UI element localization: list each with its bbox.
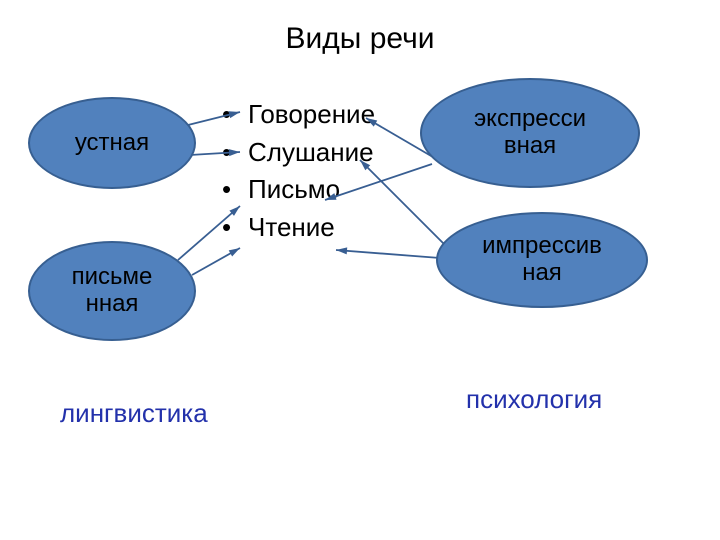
node-label: экспрессивная [474,106,586,160]
node-label: импрессивная [482,233,602,287]
node-label: устная [75,130,149,157]
arrow [336,247,440,258]
node-label: письменная [72,264,153,318]
arrow [192,248,240,275]
bullet-item: Слушание [220,134,375,172]
bullet-list: ГоворениеСлушаниеПисьмоЧтение [220,96,375,247]
bullet-item: Письмо [220,171,375,209]
diagram-stage: Виды речи ГоворениеСлушаниеПисьмоЧтение … [0,0,720,540]
node-impressiv: импрессивная [436,212,648,308]
label-lingvistika: лингвистика [60,398,208,429]
node-ustnaya: устная [28,97,196,189]
node-ekspressiv: экспрессивная [420,78,640,188]
node-pismennaya: письменная [28,241,196,341]
bullet-item: Говорение [220,96,375,134]
diagram-title: Виды речи [0,22,720,56]
bullet-item: Чтение [220,209,375,247]
label-psihologiya: психология [466,384,602,415]
